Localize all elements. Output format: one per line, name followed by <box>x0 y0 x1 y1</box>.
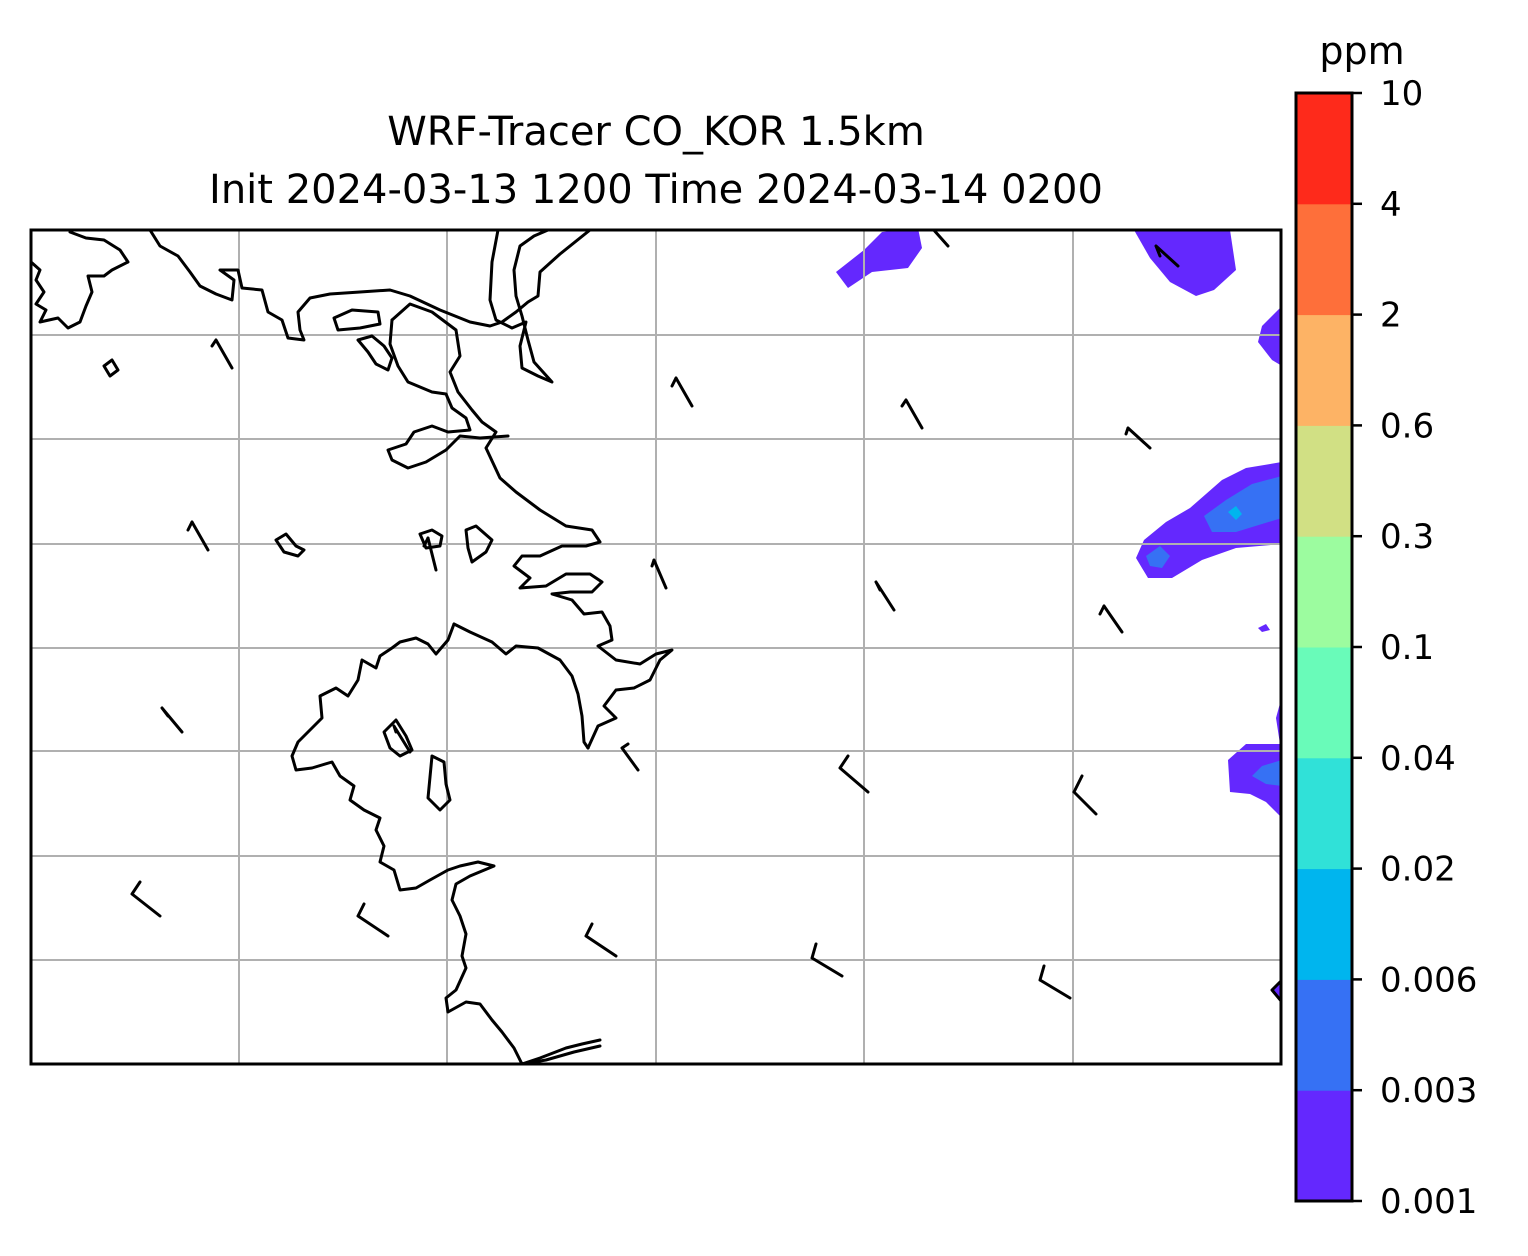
wind-barb <box>900 398 924 430</box>
coastline-southern-tip <box>520 1044 602 1064</box>
colorbar-tick-label: 0.001 <box>1380 1182 1477 1222</box>
colorbar-tick-label: 0.6 <box>1380 406 1434 446</box>
wind-barb <box>210 338 234 370</box>
colorbar-tick-label: 10 <box>1380 74 1423 114</box>
coastline-southwest-peninsula <box>452 622 590 750</box>
wind-barb <box>1038 964 1072 1000</box>
colorbar-tick-label: 0.3 <box>1380 517 1434 557</box>
chart-title-line2: Init 2024-03-13 1200 Time 2024-03-14 020… <box>209 167 1103 213</box>
coastlines <box>31 230 1281 1064</box>
tracer-concentration-layer <box>836 230 1281 1003</box>
wind-barb <box>584 922 618 958</box>
colorbar-tick-label: 0.003 <box>1380 1071 1477 1111</box>
coastline-islet-6 <box>382 718 414 758</box>
coastline-north-peninsula <box>148 230 592 342</box>
coastline-northwest <box>31 230 130 330</box>
colorbar-block <box>1296 979 1352 1091</box>
colorbar-tick-label: 0.04 <box>1380 739 1456 779</box>
colorbar-block <box>1296 93 1352 205</box>
colorbar-tick-label: 0.1 <box>1380 628 1434 668</box>
wind-barb <box>810 942 844 978</box>
tracer-plume-north-center <box>836 230 922 288</box>
coastline-west-coast <box>290 622 602 1064</box>
tracer-plume-southeast-mid <box>1252 760 1281 786</box>
coastline-estuary <box>390 302 674 750</box>
coastline-island-north <box>332 308 382 332</box>
wind-barb <box>620 742 640 772</box>
tracer-plume-east-edge-1 <box>1258 307 1281 366</box>
wind-barb <box>356 902 390 938</box>
coastline-islet-5 <box>464 524 494 564</box>
tracer-plume-southeast <box>1228 699 1281 817</box>
colorbar-tick-label: 0.006 <box>1380 960 1477 1000</box>
colorbar-block <box>1296 1090 1352 1202</box>
wind-barb <box>1072 774 1098 816</box>
colorbar-block <box>1296 536 1352 648</box>
coastline-islet-7 <box>426 754 452 812</box>
coastline-islet-3 <box>274 532 306 558</box>
tracer-plume-east-core <box>1228 506 1242 520</box>
gridlines <box>31 230 1281 1064</box>
wind-barb <box>130 880 162 918</box>
colorbar-tick-label: 4 <box>1380 185 1402 225</box>
wind-barb <box>874 580 896 612</box>
tracer-plume-northeast <box>1134 230 1236 296</box>
tracer-plume-east-main-mid <box>1204 476 1281 532</box>
chart-title-line1: WRF-Tracer CO_KOR 1.5km <box>387 109 925 155</box>
wind-barb <box>392 724 412 754</box>
colorbar-block <box>1296 868 1352 980</box>
wind-barb <box>422 536 438 572</box>
colorbar-tick-label: 2 <box>1380 296 1402 336</box>
colorbar-block <box>1296 425 1352 537</box>
colorbar-block <box>1296 203 1352 316</box>
wind-barb <box>838 754 870 794</box>
tracer-plume-east-main-west <box>1146 546 1170 568</box>
wind-barb <box>650 558 668 590</box>
coastline-islet-1 <box>356 334 394 372</box>
colorbar-block <box>1296 314 1352 426</box>
colorbar-block <box>1296 757 1352 870</box>
coastline-islet-2 <box>102 358 120 378</box>
wind-barb <box>186 520 210 552</box>
wind-barb <box>670 376 694 408</box>
coastline-estuary-west <box>386 318 510 470</box>
wind-barb <box>1124 426 1152 450</box>
wind-barb <box>1098 604 1124 634</box>
wind-barb <box>1154 244 1180 268</box>
coastline-islet-8 <box>1270 978 1281 1004</box>
coastline-north-bay <box>488 230 554 384</box>
tracer-plume-east-speck <box>1258 624 1270 632</box>
map-frame <box>29 228 1283 1066</box>
wind-barbs <box>130 230 1180 1000</box>
colorbar-unit: ppm <box>1319 29 1404 73</box>
colorbar-block <box>1296 647 1352 759</box>
colorbar-tick-label: 0.02 <box>1380 850 1456 890</box>
wind-barb <box>160 706 184 734</box>
